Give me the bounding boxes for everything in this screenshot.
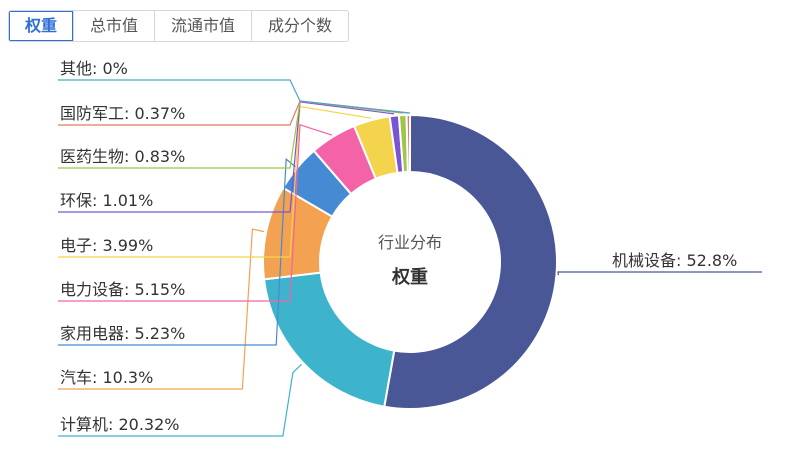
tab-constituent-count[interactable]: 成分个数 [252,11,349,41]
tab-total-market-cap[interactable]: 总市值 [74,11,156,41]
slice-label-3: 家用电器: 5.23% [60,324,185,343]
tab-bar: 权重 总市值 流通市值 成分个数 [8,10,350,42]
leader-line-0 [557,271,762,276]
leader-line-9 [58,79,411,114]
slice-label-6: 环保: 1.01% [60,191,153,210]
slice-label-8: 国防军工: 0.37% [60,104,185,123]
pie-slice-1[interactable] [262,271,396,408]
pie-slice-8[interactable] [405,113,411,174]
slice-label-2: 汽车: 10.3% [60,368,153,387]
slice-label-5: 电子: 3.99% [60,236,153,255]
slice-label-9: 其他: 0% [60,59,128,78]
tab-weight[interactable]: 权重 [9,11,75,41]
center-title: 行业分布 [378,233,442,252]
leader-line-2 [58,228,265,390]
slice-label-0: 机械设备: 52.8% [612,251,737,270]
center-subtitle: 权重 [391,266,428,288]
leader-line-6 [58,101,395,213]
leader-line-4 [58,124,333,302]
slice-label-4: 电力设备: 5.15% [60,280,185,299]
slice-label-1: 计算机: 20.32% [60,415,180,434]
pie-slice-0[interactable] [383,113,558,410]
leader-line-1 [58,363,303,437]
slice-label-7: 医药生物: 0.83% [60,147,185,166]
leader-line-5 [58,105,372,258]
tab-float-market-cap[interactable]: 流通市值 [155,11,253,41]
